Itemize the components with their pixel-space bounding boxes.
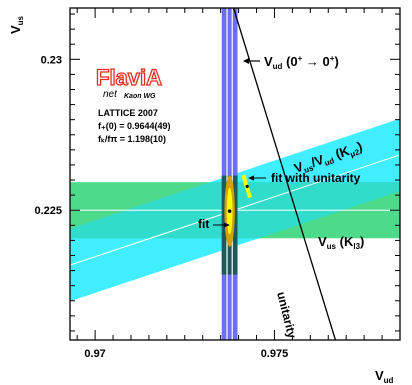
- unitarity-line: [232, 8, 337, 340]
- vus-band-label: Vus (Kl3): [318, 234, 364, 251]
- x-axis-label: Vud: [375, 368, 394, 385]
- svg-text:Kaon WG: Kaon WG: [124, 93, 156, 100]
- x-tick-label-0: 0.97: [84, 348, 105, 360]
- plot-frame: [69, 7, 401, 341]
- fit-arrow-head: [224, 222, 230, 228]
- vud-superallowed-band: [221, 8, 238, 340]
- info-line-1: f₊(0) = 0.9644(49): [98, 121, 171, 131]
- fit-point: [227, 209, 232, 213]
- fit-unitarity-label: fit with unitarity: [271, 171, 361, 185]
- axis-ticks: [70, 8, 401, 340]
- vud-band-label: Vud (0+ → 0+): [264, 54, 339, 71]
- svg-text:FlaviA: FlaviA: [96, 65, 162, 90]
- info-line-0: LATTICE 2007: [98, 108, 158, 118]
- x-tick-label-1: 0.975: [261, 348, 289, 360]
- fit-with-unitarity-point: [245, 184, 249, 188]
- svg-text:net: net: [103, 89, 118, 100]
- fit-label: fit: [198, 217, 209, 231]
- info-line-2: fₖ/fπ = 1.198(10): [98, 134, 166, 144]
- y-axis-label: Vus: [8, 15, 25, 34]
- y-tick-label-0: 0.225: [34, 205, 62, 217]
- flavianet-logo: FlaviA net Kaon WG: [95, 64, 162, 100]
- y-tick-label-1: 0.23: [41, 54, 62, 66]
- fit-unitarity-arrow-head: [248, 175, 254, 181]
- vud-arrow-head: [243, 58, 249, 64]
